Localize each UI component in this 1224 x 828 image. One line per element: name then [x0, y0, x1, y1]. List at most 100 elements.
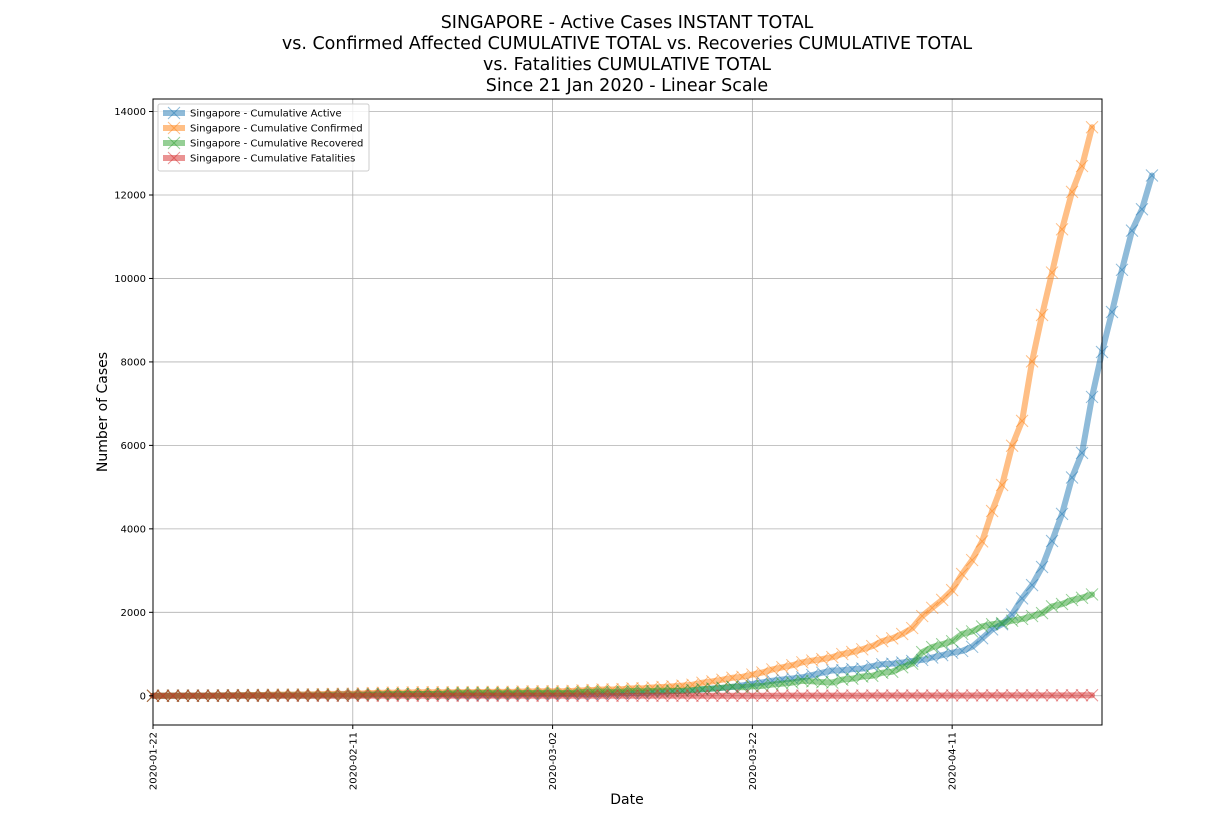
- data-point-marker: [835, 673, 849, 686]
- data-point-marker: [1045, 266, 1059, 279]
- data-point-marker: [1025, 578, 1039, 592]
- data-point-marker: [765, 689, 779, 703]
- data-point-marker: [885, 632, 899, 645]
- data-point-marker: [696, 689, 709, 703]
- data-point-marker: [935, 637, 949, 651]
- x-tick-label: 2020-03-22: [748, 732, 759, 790]
- data-point-marker: [955, 689, 969, 702]
- data-point-marker: [1055, 507, 1069, 521]
- data-point-marker: [1105, 305, 1119, 319]
- data-point-marker: [815, 675, 829, 689]
- data-point-marker: [686, 689, 699, 703]
- data-point-marker: [875, 634, 889, 648]
- data-point-marker: [915, 689, 929, 702]
- data-point-marker: [416, 689, 430, 703]
- data-point-marker: [835, 663, 849, 677]
- x-axis: 2020-01-22 2020-02-11 2020-03-02 2020-03-22…: [149, 725, 959, 790]
- data-point-marker: [985, 504, 999, 518]
- chart-title-line-3: vs. Fatalities CUMULATIVE TOTAL: [483, 55, 771, 75]
- data-point-marker: [626, 689, 639, 703]
- data-point-marker: [1055, 597, 1069, 611]
- data-point-marker: [586, 689, 599, 703]
- data-point-marker: [915, 609, 929, 623]
- data-point-marker: [925, 601, 939, 615]
- legend-label: Singapore - Cumulative Confirmed: [190, 124, 363, 135]
- data-point-marker: [835, 647, 849, 661]
- legend: Singapore - Cumulative Active Singapore -…: [157, 103, 370, 172]
- data-point-marker: [1035, 688, 1049, 702]
- data-point-marker: [775, 689, 789, 703]
- data-point-marker: [1075, 446, 1089, 460]
- data-point-marker: [1035, 560, 1049, 574]
- data-point-marker: [176, 689, 190, 703]
- series-layer: [146, 120, 1159, 703]
- data-point-marker: [366, 689, 380, 703]
- data-point-marker: [885, 689, 899, 702]
- chart-title-line-1: SINGAPORE - Active Cases INSTANT TOTAL: [440, 13, 814, 33]
- data-point-marker: [596, 689, 609, 703]
- data-point-marker: [785, 658, 799, 672]
- data-point-marker: [1025, 609, 1039, 623]
- legend-label: Singapore - Cumulative Active: [190, 109, 342, 120]
- data-point-marker: [1025, 354, 1039, 368]
- data-point-marker: [736, 689, 749, 703]
- data-point-marker: [985, 617, 999, 631]
- data-point-marker: [556, 689, 569, 703]
- data-point-marker: [1035, 606, 1049, 620]
- data-point-marker: [1085, 390, 1099, 404]
- data-point-marker: [965, 625, 979, 638]
- data-point-marker: [775, 660, 789, 674]
- data-point-marker: [566, 689, 579, 703]
- data-point-marker: [196, 689, 210, 703]
- data-point-marker: [1045, 534, 1059, 548]
- data-point-marker: [716, 689, 729, 703]
- data-point-marker: [865, 689, 879, 702]
- data-point-marker: [446, 689, 460, 703]
- data-point-marker: [1015, 592, 1029, 605]
- data-point-marker: [815, 689, 829, 703]
- data-point-marker: [1025, 688, 1039, 702]
- data-point-marker: [805, 689, 819, 703]
- data-point-marker: [795, 689, 809, 703]
- data-point-marker: [1145, 169, 1159, 182]
- data-point-marker: [306, 689, 320, 703]
- data-point-marker: [995, 689, 1009, 702]
- x-tick-label: 2020-03-02: [548, 732, 559, 790]
- data-point-marker: [546, 689, 559, 703]
- data-point-marker: [1075, 159, 1089, 173]
- data-point-marker: [865, 669, 879, 683]
- data-point-marker: [825, 689, 839, 702]
- data-point-marker: [895, 660, 909, 674]
- data-point-marker: [865, 639, 879, 653]
- chart-title-line-4: Since 21 Jan 2020 - Linear Scale: [485, 76, 769, 96]
- data-point-marker: [1005, 688, 1019, 702]
- data-point-marker: [1075, 688, 1089, 702]
- data-point-marker: [885, 665, 899, 679]
- data-point-marker: [1075, 591, 1089, 605]
- data-point-marker: [845, 689, 859, 702]
- series-line: [150, 172, 1155, 699]
- data-point-marker: [975, 535, 989, 548]
- data-point-marker: [905, 657, 919, 671]
- data-point-marker: [616, 689, 629, 703]
- data-point-marker: [1055, 688, 1069, 702]
- data-point-marker: [925, 689, 939, 702]
- data-point-marker: [296, 689, 310, 703]
- data-point-marker: [186, 689, 200, 703]
- data-point-marker: [905, 621, 919, 635]
- data-point-marker: [955, 627, 969, 641]
- data-point-marker: [396, 689, 410, 703]
- data-point-marker: [765, 663, 779, 676]
- data-point-marker: [706, 682, 719, 696]
- data-point-marker: [466, 689, 480, 703]
- data-point-marker: [955, 567, 969, 581]
- data-point-marker: [875, 666, 889, 680]
- data-point-marker: [206, 689, 220, 703]
- series-3: [146, 588, 1099, 703]
- data-point-marker: [476, 689, 490, 703]
- x-tick-label: 2020-04-11: [948, 732, 959, 790]
- series-line: [150, 124, 1096, 699]
- data-point-marker: [156, 689, 170, 703]
- data-point-marker: [1115, 263, 1129, 277]
